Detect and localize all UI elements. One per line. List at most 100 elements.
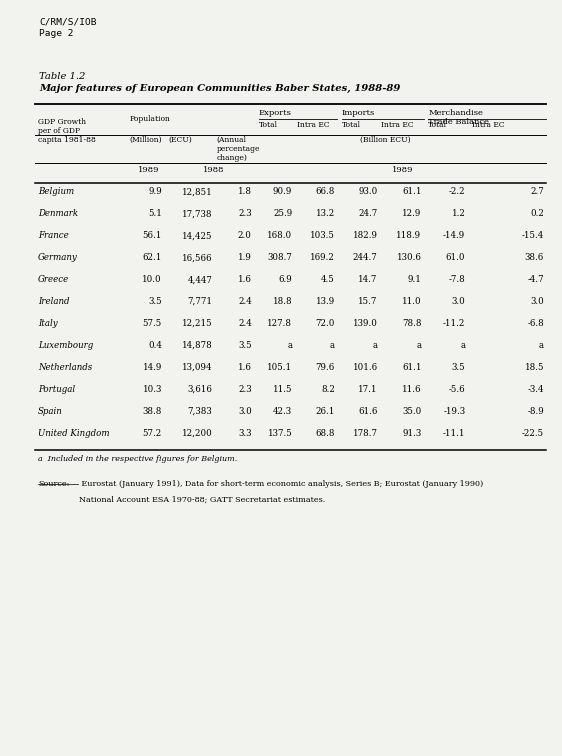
Text: 61.6: 61.6	[359, 407, 378, 416]
Text: 3.0: 3.0	[238, 407, 252, 416]
Text: 1.6: 1.6	[238, 275, 252, 284]
Text: 3.5: 3.5	[452, 363, 465, 372]
Text: 90.9: 90.9	[273, 187, 292, 197]
Text: a: a	[373, 341, 378, 350]
Text: 25.9: 25.9	[273, 209, 292, 218]
Text: 1.9: 1.9	[238, 253, 252, 262]
Text: 3.3: 3.3	[238, 429, 252, 438]
Text: 12,215: 12,215	[182, 319, 212, 328]
Text: Source:: Source:	[38, 480, 70, 488]
Text: 105.1: 105.1	[267, 363, 292, 372]
Text: 2.3: 2.3	[238, 209, 252, 218]
Text: Intra EC: Intra EC	[297, 121, 329, 129]
Text: 0.2: 0.2	[530, 209, 544, 218]
Text: Merchandise
Trade Balance: Merchandise Trade Balance	[428, 109, 489, 126]
Text: -7.8: -7.8	[448, 275, 465, 284]
Text: Netherlands: Netherlands	[38, 363, 92, 372]
Text: 2.0: 2.0	[238, 231, 252, 240]
Text: 2.4: 2.4	[238, 297, 252, 306]
Text: 1.6: 1.6	[238, 363, 252, 372]
Text: 0.4: 0.4	[148, 341, 162, 350]
Text: 57.2: 57.2	[143, 429, 162, 438]
Text: 62.1: 62.1	[143, 253, 162, 262]
Text: 101.6: 101.6	[352, 363, 378, 372]
Text: 12,851: 12,851	[182, 187, 212, 197]
Text: -11.2: -11.2	[443, 319, 465, 328]
Text: Eurostat (January 1991), Data for short-term economic analysis, Series B; Eurost: Eurostat (January 1991), Data for short-…	[79, 480, 483, 488]
Text: 9.1: 9.1	[407, 275, 422, 284]
Text: 9.9: 9.9	[148, 187, 162, 197]
Text: 17.1: 17.1	[358, 385, 378, 394]
Text: -6.8: -6.8	[527, 319, 544, 328]
Text: 56.1: 56.1	[143, 231, 162, 240]
Text: Table 1.2: Table 1.2	[39, 72, 86, 81]
Text: 4.5: 4.5	[321, 275, 335, 284]
Text: Portugal: Portugal	[38, 385, 75, 394]
Text: -4.7: -4.7	[527, 275, 544, 284]
Text: Spain: Spain	[38, 407, 63, 416]
Text: 61.0: 61.0	[446, 253, 465, 262]
Text: Total: Total	[259, 121, 278, 129]
Text: -8.9: -8.9	[527, 407, 544, 416]
Text: 6.9: 6.9	[279, 275, 292, 284]
Text: -2.2: -2.2	[448, 187, 465, 197]
Text: 130.6: 130.6	[397, 253, 422, 262]
Text: 42.3: 42.3	[273, 407, 292, 416]
Text: 8.2: 8.2	[321, 385, 335, 394]
Text: Exports: Exports	[259, 109, 291, 117]
Text: (Annual
percentage
change): (Annual percentage change)	[216, 136, 260, 163]
Text: 2.4: 2.4	[238, 319, 252, 328]
Text: 127.8: 127.8	[268, 319, 292, 328]
Text: 5.1: 5.1	[148, 209, 162, 218]
Text: 3.0: 3.0	[531, 297, 544, 306]
Text: Total: Total	[428, 121, 447, 129]
Text: 61.1: 61.1	[402, 187, 422, 197]
Text: Population: Population	[129, 115, 170, 123]
Text: 16,566: 16,566	[182, 253, 212, 262]
Text: Page 2: Page 2	[39, 29, 74, 38]
Text: 57.5: 57.5	[143, 319, 162, 328]
Text: 13,094: 13,094	[182, 363, 212, 372]
Text: 10.0: 10.0	[142, 275, 162, 284]
Text: 169.2: 169.2	[310, 253, 335, 262]
Text: -22.5: -22.5	[522, 429, 544, 438]
Text: C/RM/S/IOB: C/RM/S/IOB	[39, 17, 97, 26]
Text: a: a	[330, 341, 335, 350]
Text: 38.8: 38.8	[143, 407, 162, 416]
Text: 1989: 1989	[138, 166, 160, 174]
Text: Major features of European Communities Baber States, 1988-89: Major features of European Communities B…	[39, 84, 401, 93]
Text: Germany: Germany	[38, 253, 78, 262]
Text: a: a	[539, 341, 544, 350]
Text: 91.3: 91.3	[402, 429, 422, 438]
Text: (Million): (Million)	[129, 136, 162, 144]
Text: 308.7: 308.7	[268, 253, 292, 262]
Text: 13.2: 13.2	[316, 209, 335, 218]
Text: 103.5: 103.5	[310, 231, 335, 240]
Text: 12,200: 12,200	[182, 429, 212, 438]
Text: -14.9: -14.9	[443, 231, 465, 240]
Text: 7,383: 7,383	[188, 407, 212, 416]
Text: -3.4: -3.4	[528, 385, 544, 394]
Text: 78.8: 78.8	[402, 319, 422, 328]
Text: 24.7: 24.7	[359, 209, 378, 218]
Text: -5.6: -5.6	[448, 385, 465, 394]
Text: France: France	[38, 231, 69, 240]
Text: 3.5: 3.5	[238, 341, 252, 350]
Text: National Account ESA 1970-88; GATT Secretariat estimates.: National Account ESA 1970-88; GATT Secre…	[79, 495, 325, 503]
Text: 10.3: 10.3	[143, 385, 162, 394]
Text: 178.7: 178.7	[353, 429, 378, 438]
Text: 1.2: 1.2	[451, 209, 465, 218]
Text: 1.8: 1.8	[238, 187, 252, 197]
Text: Italy: Italy	[38, 319, 58, 328]
Text: 66.8: 66.8	[316, 187, 335, 197]
Text: 11.5: 11.5	[273, 385, 292, 394]
Text: Intra EC: Intra EC	[381, 121, 414, 129]
Text: 2.7: 2.7	[531, 187, 544, 197]
Text: GDP Growth
per of GDP
capita 1981-88: GDP Growth per of GDP capita 1981-88	[38, 118, 96, 144]
Text: 244.7: 244.7	[353, 253, 378, 262]
Text: Belgium: Belgium	[38, 187, 74, 197]
Text: 4,447: 4,447	[188, 275, 212, 284]
Text: 139.0: 139.0	[353, 319, 378, 328]
Text: 68.8: 68.8	[315, 429, 335, 438]
Text: 93.0: 93.0	[359, 187, 378, 197]
